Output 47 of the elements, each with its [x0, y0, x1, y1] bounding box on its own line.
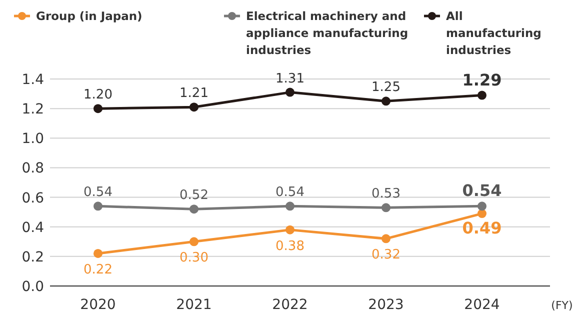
data-label: 0.54 — [276, 185, 304, 200]
point — [286, 88, 294, 97]
x-tick-label: 2023 — [368, 297, 404, 313]
data-label: 0.38 — [276, 238, 304, 254]
data-label: 0.54 — [462, 181, 502, 200]
y-tick-label: 0.6 — [22, 190, 44, 206]
y-tick-label: 1.0 — [22, 131, 44, 148]
point — [382, 234, 390, 244]
point — [382, 203, 390, 212]
point — [190, 237, 198, 246]
point — [382, 96, 390, 106]
point — [94, 202, 102, 211]
legend-label: Group (in Japan) — [36, 9, 142, 23]
x-tick-label: 2021 — [176, 297, 212, 313]
point — [478, 202, 486, 211]
point — [94, 104, 102, 114]
data-label: 0.53 — [372, 186, 400, 202]
y-tick-label: 0.8 — [22, 160, 44, 177]
data-label: 0.30 — [180, 250, 208, 266]
point — [190, 204, 198, 214]
y-tick-label: 0.2 — [22, 249, 44, 266]
x-tick-label: 2024 — [464, 297, 500, 313]
y-tick-label: 0.0 — [22, 279, 44, 295]
data-label: 0.22 — [84, 262, 112, 278]
data-label: 1.31 — [276, 71, 304, 86]
point — [478, 209, 486, 218]
x-tick-label: 2022 — [272, 297, 308, 313]
y-tick-label: 0.4 — [22, 220, 44, 236]
y-tick-label: 1.4 — [22, 72, 44, 88]
data-label: 1.29 — [462, 70, 502, 90]
data-label: 1.25 — [372, 80, 400, 96]
data-label: 0.49 — [462, 218, 502, 238]
point — [478, 90, 486, 100]
point — [190, 102, 198, 112]
data-label: 1.21 — [180, 86, 208, 102]
data-label: 0.52 — [180, 188, 208, 204]
legend-label: All manufacturing industries — [446, 9, 542, 57]
data-label: 1.20 — [84, 88, 112, 103]
data-label: 0.32 — [372, 248, 400, 263]
point — [286, 225, 294, 234]
x-tick-label: 2020 — [80, 297, 116, 313]
point — [286, 202, 294, 211]
legend-label: Electrical machinery and appliance manufacturing industries — [246, 9, 408, 57]
data-label: 0.54 — [84, 185, 112, 200]
point — [94, 248, 102, 258]
text: (FY) — [551, 299, 573, 312]
y-tick-label: 1.2 — [22, 102, 44, 118]
